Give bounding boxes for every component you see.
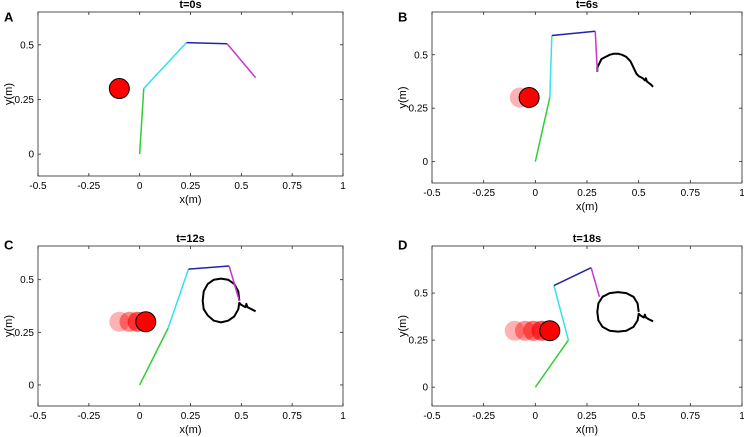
end-effector-path	[596, 52, 654, 88]
x-tick-label: -0.5	[423, 188, 441, 199]
panel-title: t=0s	[179, 0, 201, 11]
ball-current	[518, 87, 540, 108]
y-tick-label: 0.5	[20, 275, 34, 286]
arm-link-2	[167, 268, 190, 329]
panel-letter: C	[4, 238, 14, 253]
y-tick-label: 0	[28, 150, 34, 161]
y-axis-label: y(m)	[3, 83, 15, 105]
y-tick-label: 0.25	[409, 336, 429, 347]
x-tick-label: 0.25	[181, 181, 201, 192]
arm-link-3	[553, 266, 592, 287]
panel-letter: D	[398, 238, 407, 253]
x-tick-label: -0.5	[423, 411, 441, 422]
axes-box	[37, 245, 344, 407]
x-tick-label: -0.25	[77, 411, 100, 422]
arm-link-3	[186, 41, 228, 45]
x-tick-label: 0.5	[632, 411, 646, 422]
y-tick-label: 0	[422, 157, 428, 168]
panel-b: Bt=6s -0.5 -0.25 0 0.25 0.5 0.75 1 0 0.25 0.5 x(m) y…	[397, 0, 744, 213]
arm-link-3	[551, 30, 596, 37]
panel-title: t=12s	[176, 233, 204, 245]
y-tick-label: 0.25	[409, 104, 429, 115]
x-tick-label: 1	[739, 411, 744, 422]
x-tick-label: -0.5	[29, 181, 47, 192]
x-axis-label: x(m)	[576, 424, 598, 436]
x-tick-label: -0.25	[77, 181, 100, 192]
x-tick-label: 0.75	[282, 181, 302, 192]
x-tick-label: 0.5	[234, 411, 248, 422]
y-axis-label: y(m)	[397, 87, 409, 109]
plot-area	[109, 265, 257, 386]
y-axis-label: y(m)	[397, 315, 409, 337]
x-tick-label: 0.75	[282, 411, 302, 422]
x-tick-label: 0.5	[234, 181, 248, 192]
x-axis-label: x(m)	[180, 424, 202, 436]
arm-link-4	[594, 31, 599, 72]
panel-title: t=18s	[573, 233, 601, 245]
x-tick-label: 0	[137, 411, 143, 422]
arm-link-4	[226, 43, 257, 79]
panel-letter: A	[4, 10, 14, 25]
panel-a: At=0s -0.5 -0.25 0 0.25 0.5 0.75 1 0 0.25 0.5 x(m) y…	[3, 0, 346, 206]
arm-link-2	[143, 42, 187, 90]
arm-link-4	[228, 265, 241, 301]
x-tick-label: 0	[137, 181, 143, 192]
ball-current	[539, 320, 561, 342]
arm-link-2	[549, 35, 553, 98]
x-tick-label: 0.25	[577, 411, 597, 422]
x-axis-label: x(m)	[180, 194, 202, 206]
panel-title: t=6s	[576, 0, 598, 11]
end-effector-path	[201, 277, 257, 324]
ball-trail	[109, 311, 130, 332]
x-tick-label: 0	[533, 411, 539, 422]
x-tick-label: 0.25	[181, 411, 201, 422]
y-tick-label: 0.5	[414, 50, 428, 61]
ball-trail	[504, 320, 525, 341]
x-tick-label: 1	[340, 181, 346, 192]
plot-area	[509, 30, 654, 162]
arm-link-1	[138, 88, 145, 155]
x-tick-label: -0.5	[29, 411, 47, 422]
end-effector-path	[596, 291, 654, 333]
x-tick-label: 0.25	[577, 188, 597, 199]
arm-link-1	[534, 97, 551, 162]
arm-link-3	[188, 265, 230, 270]
x-tick-label: 0.5	[632, 188, 646, 199]
x-tick-label: -0.25	[472, 411, 495, 422]
y-tick-label: 0	[28, 380, 34, 391]
axes-box	[37, 11, 344, 177]
ball-current	[135, 311, 157, 333]
x-tick-label: -0.25	[472, 188, 495, 199]
x-axis-label: x(m)	[576, 201, 598, 213]
arm-link-2	[553, 285, 570, 341]
x-tick-label: 1	[739, 188, 744, 199]
y-tick-label: 0.5	[20, 40, 34, 51]
arm-link-4	[590, 267, 601, 298]
x-tick-label: 1	[340, 411, 346, 422]
plot-area	[108, 41, 257, 155]
x-tick-label: 0.75	[681, 188, 701, 199]
y-tick-label: 0.25	[15, 95, 35, 106]
panel-letter: B	[398, 10, 407, 25]
y-axis-label: y(m)	[3, 315, 15, 337]
x-tick-label: 0.75	[681, 411, 701, 422]
plot-area	[504, 266, 654, 388]
axes-box	[431, 11, 743, 184]
y-tick-label: 0.25	[15, 328, 35, 339]
y-tick-label: 0.5	[414, 289, 428, 300]
arm-link-1	[138, 327, 169, 386]
arm-link-1	[534, 339, 570, 388]
ball-current	[108, 78, 130, 100]
x-tick-label: 0	[533, 188, 539, 199]
y-tick-label: 0	[422, 383, 428, 394]
